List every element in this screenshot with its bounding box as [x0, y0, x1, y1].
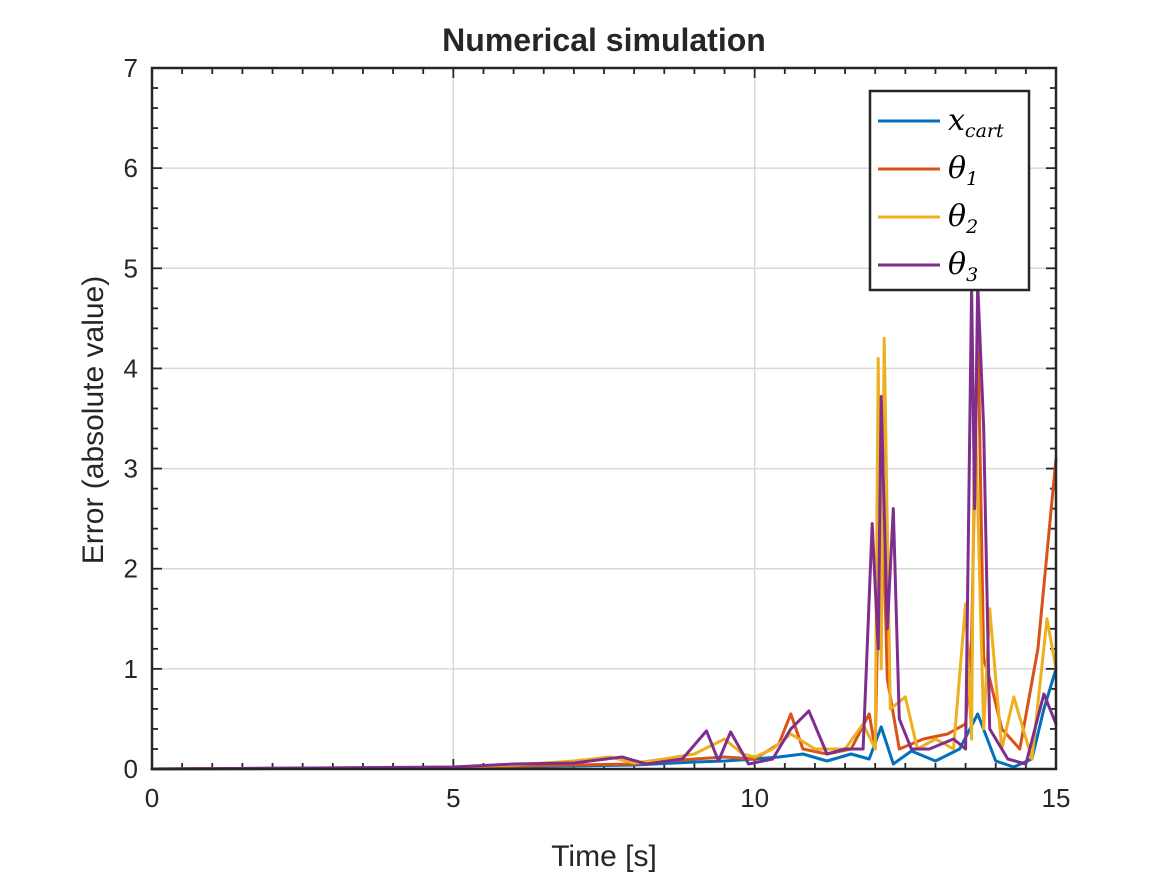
legend-label-1: xcart: [948, 103, 1004, 142]
series-line-4: [150, 281, 1058, 771]
y-tick-label: 1: [124, 654, 138, 684]
y-tick-label: 3: [124, 454, 138, 484]
x-tick-label: 10: [740, 783, 769, 813]
series-layer: [150, 281, 1058, 771]
y-axis-label: Error (absolute value): [77, 276, 110, 564]
series-line-3: [150, 336, 1058, 771]
y-tick-label: 4: [124, 353, 138, 383]
y-tick-label: 5: [124, 253, 138, 283]
y-tick-label: 6: [124, 153, 138, 183]
y-tick-label: 0: [124, 754, 138, 784]
legend-label-4: θ3: [948, 247, 978, 286]
legend-entries: xcart θ1 θ2 θ3: [878, 103, 1004, 286]
legend-label-3: θ2: [948, 199, 978, 238]
series-line-1: [150, 667, 1058, 771]
x-tick-label: 0: [145, 783, 159, 813]
chart-title: Numerical simulation: [442, 22, 766, 58]
x-tick-label: 15: [1042, 783, 1071, 813]
tick-labels-layer: 0 5 10 15 0 1 2 3 4 5 6 7: [124, 53, 1071, 813]
legend: xcart θ1 θ2 θ3: [868, 89, 1031, 292]
x-axis-label: Time [s]: [551, 840, 657, 873]
y-tick-label: 2: [124, 554, 138, 584]
plot-frame: [150, 66, 1058, 771]
legend-label-2: θ1: [948, 151, 978, 190]
legend-box: [868, 89, 1031, 292]
y-tick-label: 7: [124, 53, 138, 83]
x-tick-label: 5: [446, 783, 460, 813]
